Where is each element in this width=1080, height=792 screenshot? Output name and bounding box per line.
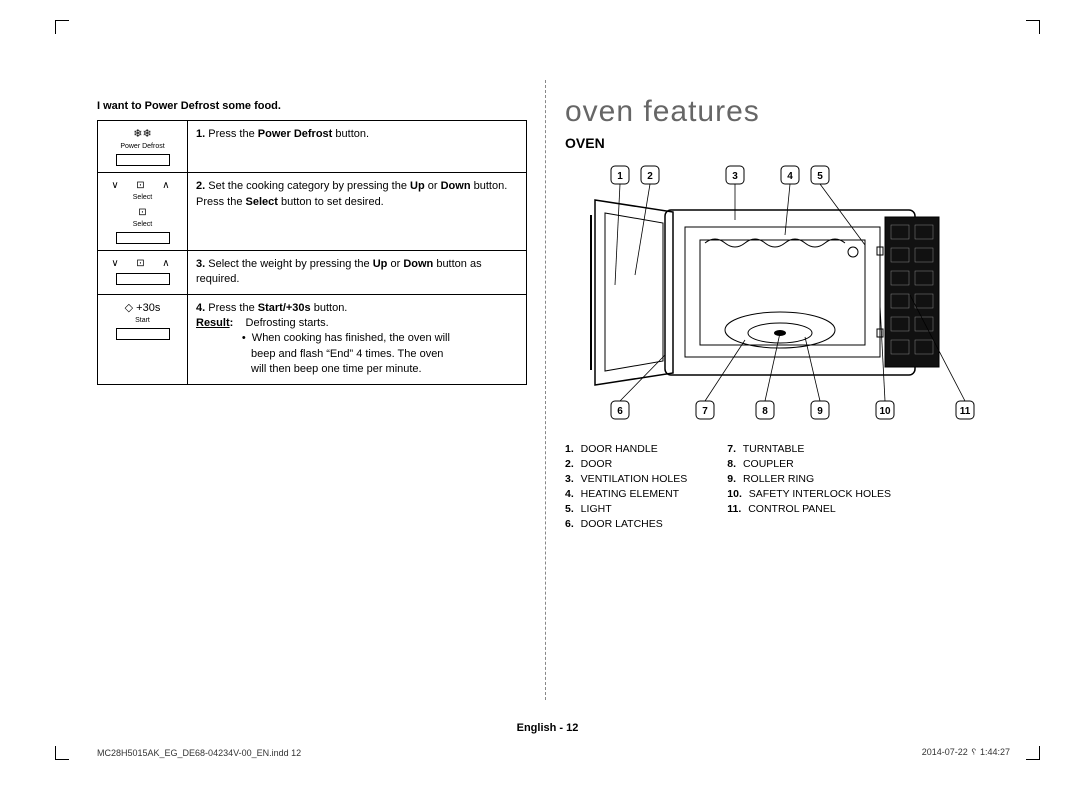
- crop-mark: [1026, 746, 1040, 760]
- svg-text:9: 9: [817, 406, 823, 417]
- right-column: oven features OVEN 1 2 3 4 5 6 7 8 9 10 11 1. DOOR…: [565, 95, 1045, 533]
- step-icon-cell: ∨ ⊡ ∧Select⊡Select: [98, 173, 188, 251]
- steps-table: ❄❄Power Defrost1. Press the Power Defros…: [97, 120, 527, 385]
- svg-text:10: 10: [879, 406, 891, 417]
- left-heading: I want to Power Defrost some food.: [97, 100, 527, 112]
- step-text-cell: 4. Press the Start/+30s button.Result: D…: [188, 294, 527, 384]
- column-divider: [545, 80, 546, 700]
- svg-text:8: 8: [762, 406, 768, 417]
- parts-legend: 1. DOOR HANDLE 2. DOOR 3. VENTILATION HOLE…: [565, 443, 1045, 533]
- part-item: 4. HEATING ELEMENT: [565, 488, 687, 500]
- part-item: 7. TURNTABLE: [727, 443, 891, 455]
- part-item: 3. VENTILATION HOLES: [565, 473, 687, 485]
- part-item: 10. SAFETY INTERLOCK HOLES: [727, 488, 891, 500]
- crop-mark: [55, 746, 69, 760]
- svg-text:1: 1: [617, 171, 623, 182]
- part-item: 6. DOOR LATCHES: [565, 518, 687, 530]
- footnote-right: 2014-07-22 ␦ 1:44:27: [922, 747, 1010, 758]
- step-icon-cell: ∨ ⊡ ∧: [98, 250, 188, 294]
- crop-mark: [55, 20, 69, 34]
- part-item: 5. LIGHT: [565, 503, 687, 515]
- svg-text:4: 4: [787, 171, 793, 182]
- step-text-cell: 2. Set the cooking category by pressing …: [188, 173, 527, 251]
- part-item: 11. CONTROL PANEL: [727, 503, 891, 515]
- svg-text:2: 2: [647, 171, 653, 182]
- svg-text:11: 11: [960, 406, 971, 417]
- oven-heading: OVEN: [565, 135, 1045, 151]
- oven-diagram: 1 2 3 4 5 6 7 8 9 10 11: [565, 155, 995, 430]
- crop-mark: [1026, 20, 1040, 34]
- part-item: 1. DOOR HANDLE: [565, 443, 687, 455]
- manual-page: I want to Power Defrost some food. ❄❄Pow…: [55, 20, 1040, 760]
- page-footer: English - 12: [55, 722, 1040, 734]
- footnote-left: MC28H5015AK_EG_DE68-04234V-00_EN.indd 12: [97, 748, 301, 758]
- section-title: oven features: [565, 95, 1045, 129]
- step-text-cell: 3. Select the weight by pressing the Up …: [188, 250, 527, 294]
- step-icon-cell: ❄❄Power Defrost: [98, 121, 188, 173]
- svg-text:5: 5: [817, 171, 823, 182]
- svg-text:6: 6: [617, 406, 623, 417]
- part-item: 8. COUPLER: [727, 458, 891, 470]
- part-item: 2. DOOR: [565, 458, 687, 470]
- step-text-cell: 1. Press the Power Defrost button.: [188, 121, 527, 173]
- svg-text:7: 7: [702, 406, 708, 417]
- step-icon-cell: ◇ +30sStart: [98, 294, 188, 384]
- left-column: I want to Power Defrost some food. ❄❄Pow…: [97, 100, 527, 385]
- part-item: 9. ROLLER RING: [727, 473, 891, 485]
- svg-text:3: 3: [732, 171, 738, 182]
